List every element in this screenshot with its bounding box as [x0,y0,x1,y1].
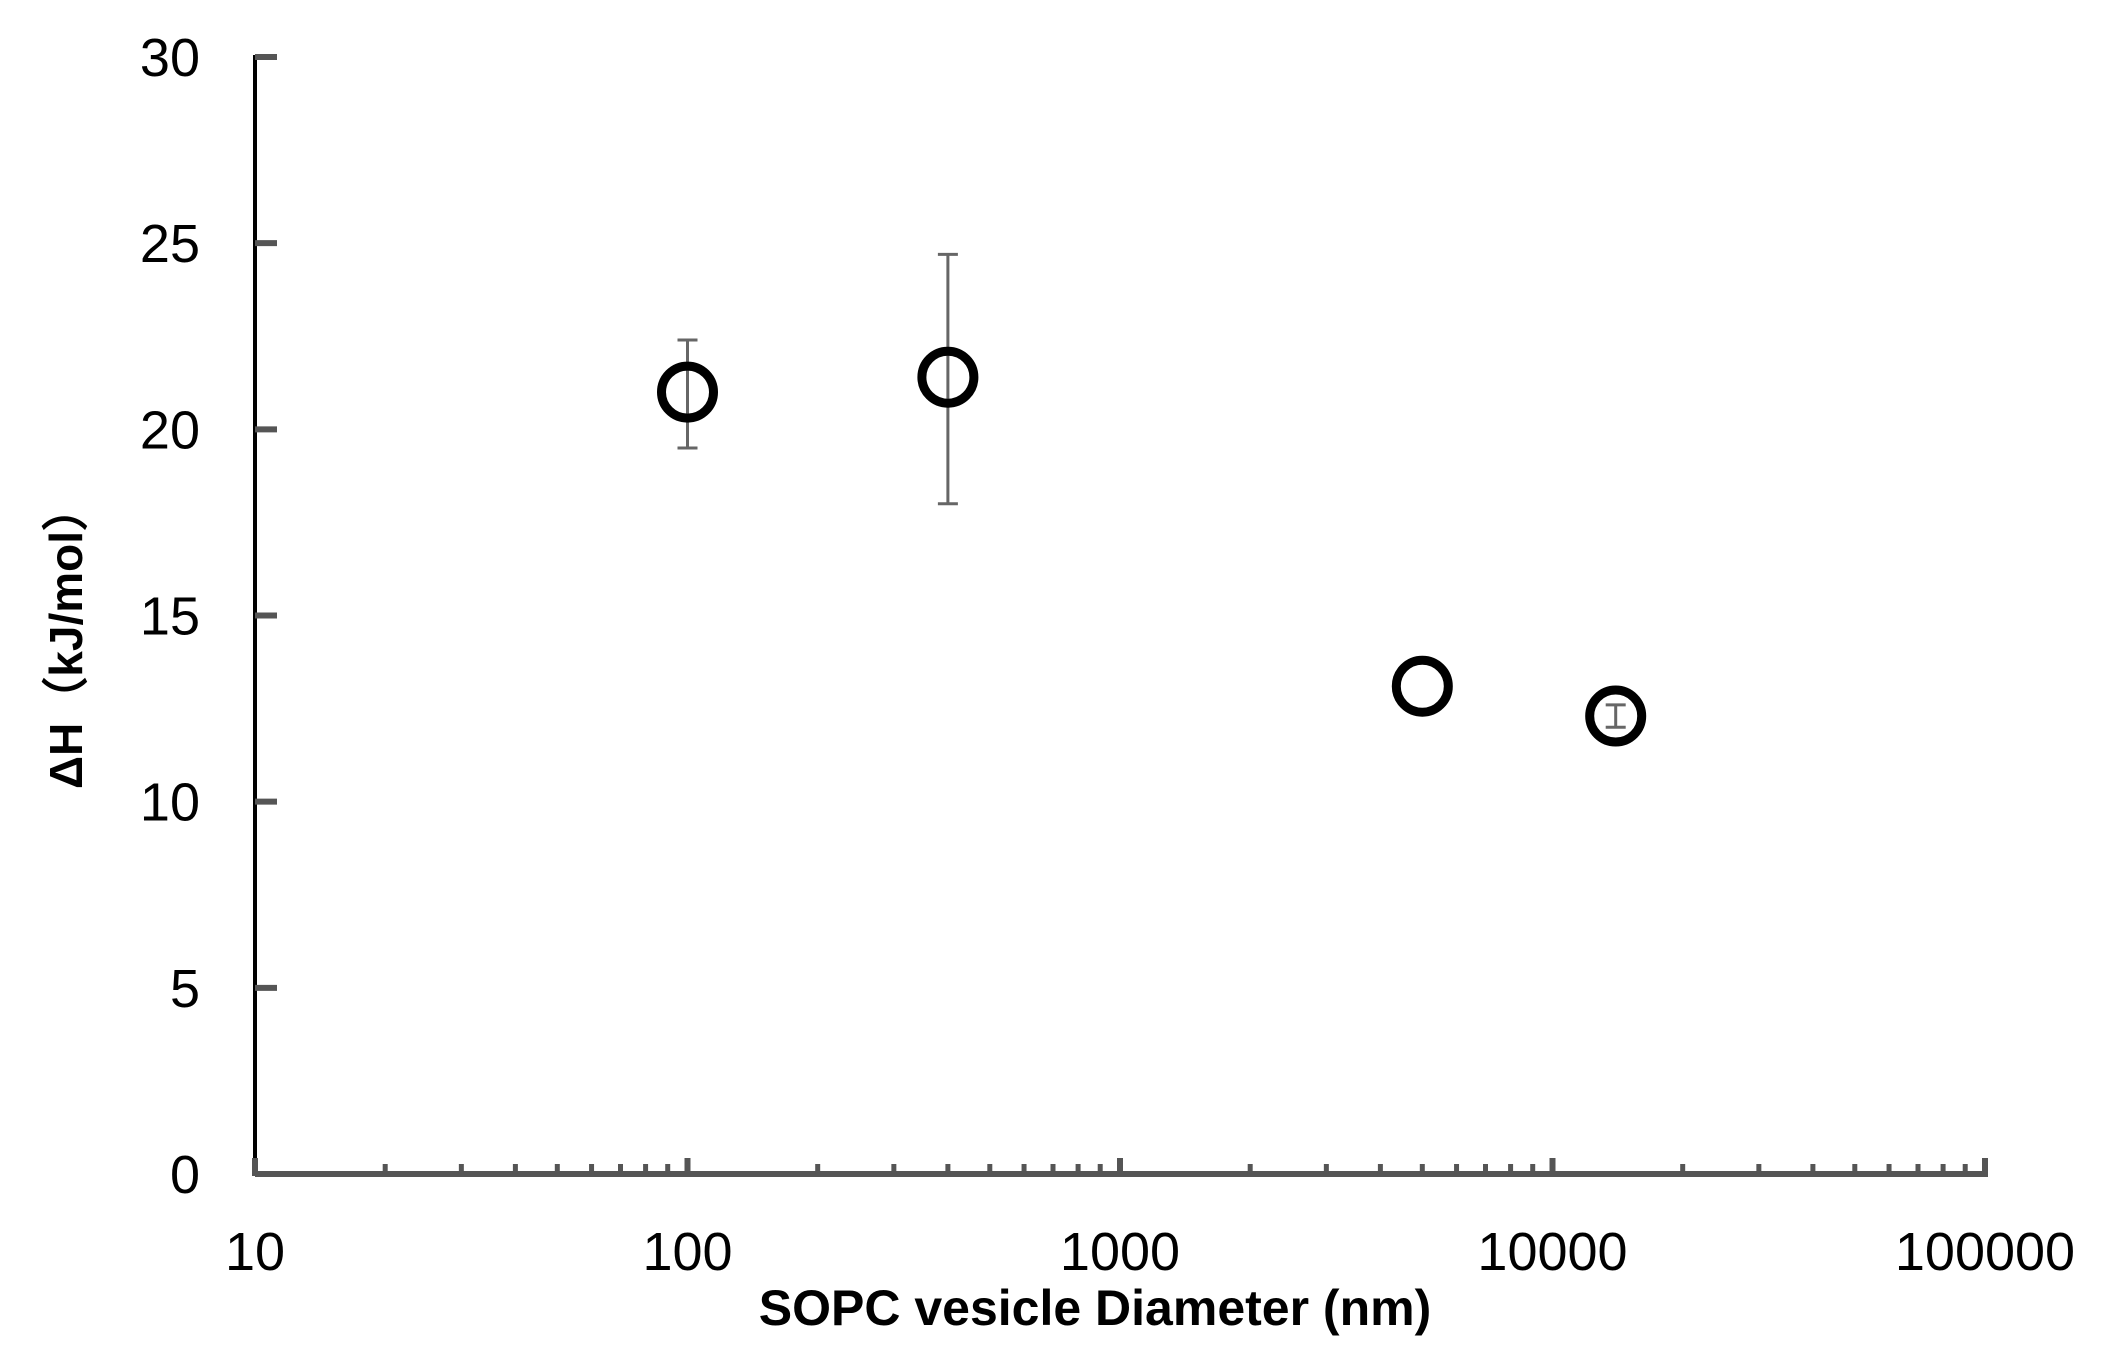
x-tick-label: 100 [642,1222,732,1282]
y-tick-label: 5 [170,959,200,1019]
axis-ticks [252,54,1988,1177]
y-tick-label: 30 [140,28,200,88]
data-point [1585,685,1647,747]
x-axis-title: SOPC vesicle Diameter (nm) [759,1280,1432,1336]
y-axis-title: ΔH（kJ/mol） [40,485,92,789]
data-point [1391,655,1453,717]
x-tick-label: 10 [225,1222,285,1282]
x-tick-label: 10000 [1477,1222,1627,1282]
data-point [657,361,718,423]
y-tick-label: 0 [170,1145,200,1205]
y-tick-label: 25 [140,214,200,274]
data-points [657,346,1647,747]
y-tick-label: 10 [140,773,200,833]
x-tick-label: 100000 [1895,1222,2075,1282]
x-tick-label: 1000 [1060,1222,1180,1282]
axes [253,55,1988,1177]
data-point [917,346,979,408]
tick-labels: 0 5 10 15 20 25 30 10 100 1000 10000 100000 [140,28,2075,1282]
y-tick-label: 15 [140,587,200,647]
error-bars [677,252,1626,729]
y-tick-label: 20 [140,400,200,460]
